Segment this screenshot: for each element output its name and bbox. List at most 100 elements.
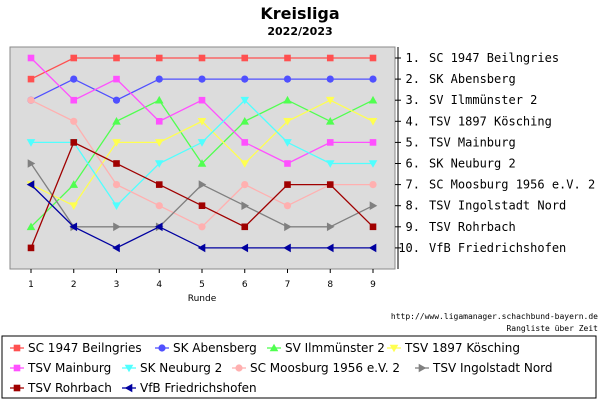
data-point [154, 95, 164, 104]
legend-label: TSV Rohrbach [27, 381, 112, 395]
legend-label: SV Ilmmünster 2 [285, 341, 385, 355]
data-point [284, 160, 291, 167]
data-point [198, 96, 206, 104]
data-point [70, 117, 78, 125]
data-point [112, 243, 120, 253]
x-tick-label: 3 [114, 280, 120, 290]
data-point [154, 139, 164, 147]
legend-item: SC Moosburg 1956 e.V. 2 [232, 361, 400, 375]
data-point [326, 181, 334, 188]
series-vfb-friedrichshofen [26, 180, 377, 253]
rank-team-name: TSV Mainburg [429, 135, 516, 149]
rank-label: 7. SC Moosburg 1956 e.V. 2 [406, 178, 596, 192]
legend-label: SC Moosburg 1956 e.V. 2 [250, 361, 400, 375]
data-point [368, 243, 377, 253]
x-tick-label: 6 [242, 280, 248, 290]
legend-swatch-marker [418, 363, 427, 373]
data-point [113, 54, 120, 62]
rank-label: 10. VfB Friedrichshofen [398, 241, 566, 255]
data-point [155, 54, 163, 62]
data-point [112, 181, 121, 189]
legend-item: TSV Ingolstadt Nord [415, 361, 553, 375]
data-point [69, 180, 79, 188]
rank-number: 1. [406, 51, 420, 65]
data-point [241, 139, 249, 146]
legend-label: TSV 1897 Kösching [404, 341, 520, 355]
rank-label: 4. TSV 1897 Kösching [406, 114, 552, 128]
data-point [113, 222, 121, 232]
data-point [197, 243, 206, 253]
data-point [198, 54, 206, 62]
chart-subtitle: 2022/2023 [267, 25, 332, 38]
data-point [241, 223, 249, 231]
data-point [283, 95, 292, 104]
series-lines [26, 54, 378, 253]
data-point [69, 222, 78, 232]
data-point [241, 181, 249, 189]
rank-label: 6. SK Neuburg 2 [406, 157, 516, 171]
data-point [154, 222, 163, 232]
data-point [70, 54, 78, 62]
legend-swatch-marker [269, 343, 279, 352]
data-point [113, 160, 120, 167]
legend-label: TSV Ingolstadt Nord [432, 361, 553, 375]
series-tsv-ingolstadt-nord [27, 159, 378, 232]
data-point [155, 181, 163, 188]
data-point [369, 223, 377, 231]
rank-label: 8. TSV Ingolstadt Nord [406, 199, 567, 213]
rank-team-name: SK Abensberg [429, 72, 516, 86]
rank-number: 3. [406, 93, 420, 107]
data-point [283, 118, 292, 126]
data-point [197, 139, 207, 147]
x-axis: 1 2 3 4 5 6 7 8 9 [28, 269, 376, 290]
rank-team-name: SC 1947 Beilngries [429, 51, 559, 65]
legend-item: SK Neuburg 2 [122, 361, 222, 375]
chart-title: Kreisliga [260, 4, 339, 23]
rank-label: 9. TSV Rohrbach [406, 220, 516, 234]
data-point [197, 118, 207, 126]
rank-team-name: TSV Rohrbach [429, 220, 516, 234]
legend-swatch-marker [13, 364, 21, 372]
legend-item: SK Abensberg [155, 341, 257, 355]
data-point [283, 75, 292, 83]
data-point [325, 96, 335, 105]
data-point [283, 202, 292, 210]
data-point [198, 223, 206, 231]
data-point [26, 139, 36, 147]
legend-item: TSV Rohrbach [10, 381, 112, 395]
data-point [70, 139, 78, 146]
data-point [369, 139, 377, 146]
x-tick-label: 9 [370, 280, 376, 290]
data-point [284, 181, 291, 188]
data-point [283, 243, 291, 253]
data-point [284, 222, 292, 232]
legend-swatch-marker [13, 344, 21, 352]
data-point [368, 95, 378, 104]
legend-label: SK Neuburg 2 [140, 361, 222, 375]
data-point [155, 118, 163, 125]
rank-label: 5. TSV Mainburg [406, 135, 516, 149]
legend-item: VfB Friedrichshofen [122, 381, 257, 395]
data-point [70, 96, 78, 104]
data-point [325, 160, 335, 168]
data-point [241, 54, 249, 62]
rank-number: 8. [406, 199, 420, 213]
data-point [113, 75, 120, 83]
x-axis-label: Runde [188, 294, 217, 304]
rank-team-name: SV Ilmmünster 2 [429, 93, 537, 107]
chart-caption: Rangliste über Zeit [506, 324, 598, 333]
data-point [368, 160, 378, 168]
data-point [325, 243, 334, 253]
rank-number: 2. [406, 72, 420, 86]
data-point [326, 139, 334, 146]
legend-item: TSV Mainburg [10, 361, 111, 375]
x-tick-label: 4 [156, 280, 162, 290]
data-point [325, 117, 335, 125]
rank-number: 4. [406, 114, 420, 128]
series-sc-1947-beilngries [27, 54, 377, 83]
data-point [26, 180, 35, 189]
x-tick-label: 2 [71, 280, 77, 290]
legend-label: SC 1947 Beilngries [28, 341, 142, 355]
data-point [241, 75, 249, 83]
